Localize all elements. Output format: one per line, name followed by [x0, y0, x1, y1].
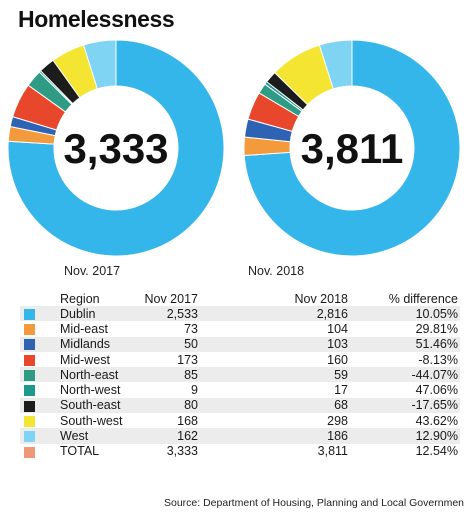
- legend-swatch-cell: [20, 367, 60, 383]
- cell-nov-2018: 104: [327, 321, 348, 336]
- cell-nov-2018: 2,816: [198, 306, 348, 322]
- cell-nov-2017: 80: [138, 397, 198, 414]
- legend-swatch-cell: [20, 428, 60, 444]
- source-note: Source: Department of Housing, Planning …: [163, 497, 464, 509]
- legend-swatch: [24, 431, 35, 443]
- cell-pct-difference: 43.62%: [415, 413, 458, 428]
- legend-swatch-cell: [20, 413, 60, 428]
- donut-slice-dublin-2018: [243, 39, 461, 257]
- header-nov-2018: Nov 2018: [294, 291, 348, 306]
- table-row: South-west 168 298 43.62%: [20, 413, 460, 428]
- legend-swatch: [24, 400, 35, 412]
- cell-region: South-east: [60, 397, 138, 414]
- legend-swatch-cell: [20, 306, 60, 322]
- cell-nov-2017: 173: [177, 352, 198, 367]
- cell-region: West: [60, 428, 138, 444]
- table-row: South-east 80 68 -17.65%: [20, 397, 460, 414]
- legend-swatch: [24, 446, 35, 458]
- legend-header: [20, 291, 60, 306]
- cell-region: Mid-east: [60, 321, 108, 336]
- table-header-row: Region Nov 2017 Nov 2018 % difference: [20, 291, 460, 306]
- data-table: Region Nov 2017 Nov 2018 % difference Du…: [20, 291, 460, 459]
- legend-swatch: [24, 308, 35, 320]
- table-row: North-east 85 59 -44.07%: [20, 367, 460, 383]
- cell-region: Midlands: [60, 336, 138, 352]
- cell-pct-difference: 29.81%: [415, 321, 458, 336]
- cell-pct-difference: -44.07%: [348, 367, 460, 383]
- chart-title: Homelessness: [18, 6, 175, 32]
- legend-swatch-cell: [20, 444, 60, 459]
- cell-nov-2018: 3,811: [317, 444, 348, 459]
- legend-swatch-cell: [20, 397, 60, 414]
- table-row: Midlands 50 103 51.46%: [20, 336, 460, 352]
- legend-swatch-cell: [20, 336, 60, 352]
- cell-region: Dublin: [60, 306, 138, 322]
- cell-nov-2017: 162: [138, 428, 198, 444]
- table-row: Dublin 2,533 2,816 10.05%: [20, 306, 460, 322]
- cell-region: Mid-west: [60, 352, 111, 367]
- donut-center-value-2017: 3,333: [63, 125, 168, 172]
- cell-pct-difference: -8.13%: [418, 352, 458, 367]
- table-row: West 162 186 12.90%: [20, 428, 460, 444]
- table-row: Mid-east 73 104 29.81%: [20, 321, 460, 336]
- donut-slice-west-2017: [82, 39, 117, 90]
- caption-nov-2017: Nov. 2017: [64, 264, 121, 278]
- cell-nov-2018: 160: [327, 352, 348, 367]
- cell-pct-difference: 10.05%: [348, 306, 460, 322]
- cell-pct-difference: 47.06%: [415, 383, 458, 398]
- cell-nov-2018: 298: [327, 413, 348, 428]
- cell-pct-difference: -17.65%: [348, 397, 460, 414]
- cell-pct-difference: 51.46%: [348, 336, 460, 352]
- table-row: Mid-west 173 160 -8.13%: [20, 352, 460, 367]
- cell-nov-2017: 2,533: [138, 306, 198, 322]
- legend-swatch-cell: [20, 352, 60, 367]
- cell-nov-2017: 3,333: [166, 444, 198, 459]
- donut-slice-dublin-2017: [7, 39, 225, 257]
- donut-slice-west-2018: [318, 39, 353, 90]
- caption-nov-2018: Nov. 2018: [248, 264, 305, 278]
- legend-swatch: [24, 415, 35, 427]
- cell-nov-2017: 9: [191, 383, 198, 398]
- donut-center-value-2018: 3,811: [301, 125, 404, 172]
- cell-nov-2017: 168: [177, 413, 198, 428]
- legend-swatch-cell: [20, 382, 60, 397]
- cell-nov-2017: 50: [138, 336, 198, 352]
- cell-nov-2018: 17: [334, 383, 348, 398]
- cell-region: North-east: [60, 367, 138, 383]
- legend-swatch: [24, 385, 35, 397]
- legend-swatch-cell: [20, 321, 60, 336]
- cell-nov-2017: 85: [138, 367, 198, 383]
- cell-pct-difference: 12.54%: [415, 444, 458, 459]
- legend-swatch: [24, 370, 35, 382]
- header-pct-difference: % difference: [388, 291, 458, 306]
- cell-nov-2018: 68: [198, 397, 348, 414]
- cell-region: TOTAL: [60, 444, 100, 459]
- legend-swatch: [24, 354, 35, 366]
- legend-swatch: [24, 324, 35, 336]
- cell-nov-2018: 59: [198, 367, 348, 383]
- legend-swatch: [24, 339, 35, 351]
- table-row: TOTAL 3,333 3,811 12.54%: [20, 444, 460, 459]
- header-region: Region: [60, 291, 100, 306]
- cell-nov-2018: 186: [198, 428, 348, 444]
- cell-pct-difference: 12.90%: [348, 428, 460, 444]
- cell-nov-2017: 73: [184, 321, 198, 336]
- table-row: North-west 9 17 47.06%: [20, 382, 460, 397]
- cell-region: North-west: [60, 383, 121, 398]
- header-nov-2017: Nov 2017: [144, 291, 198, 306]
- cell-nov-2018: 103: [198, 336, 348, 352]
- cell-region: South-west: [60, 413, 123, 428]
- donut-charts: 3,333 3,811: [7, 39, 461, 257]
